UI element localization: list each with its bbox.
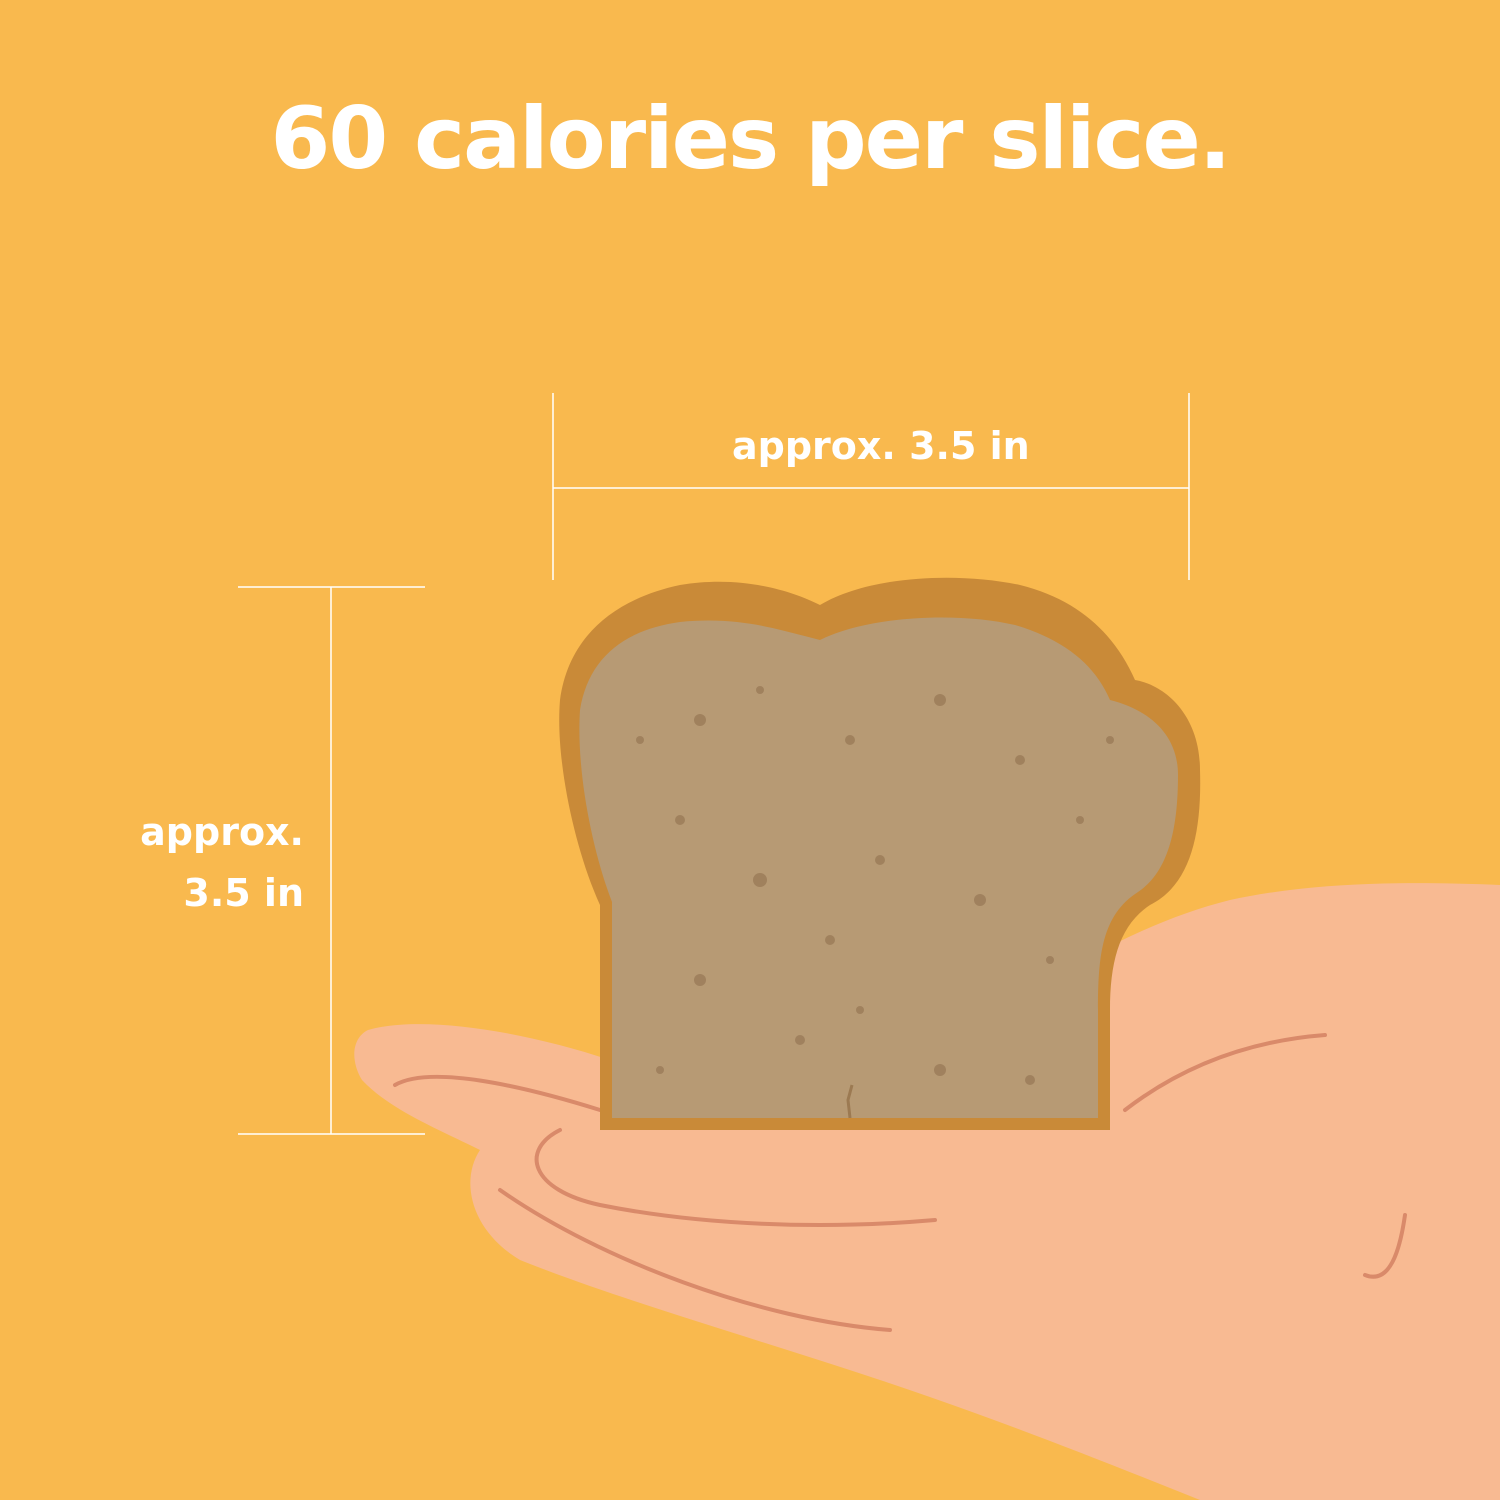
height-dimension-line [238,586,425,1135]
bread-slice-icon [559,577,1201,1130]
width-label: approx. 3.5 in [732,424,1030,468]
width-dimension-line [552,393,1190,580]
height-label-line2: 3.5 in [183,870,304,915]
headline: 60 calories per slice. [270,89,1232,189]
hand-icon [354,883,1500,1500]
height-label: approx. 3.5 in [100,802,304,924]
height-label-line1: approx. [140,810,304,854]
